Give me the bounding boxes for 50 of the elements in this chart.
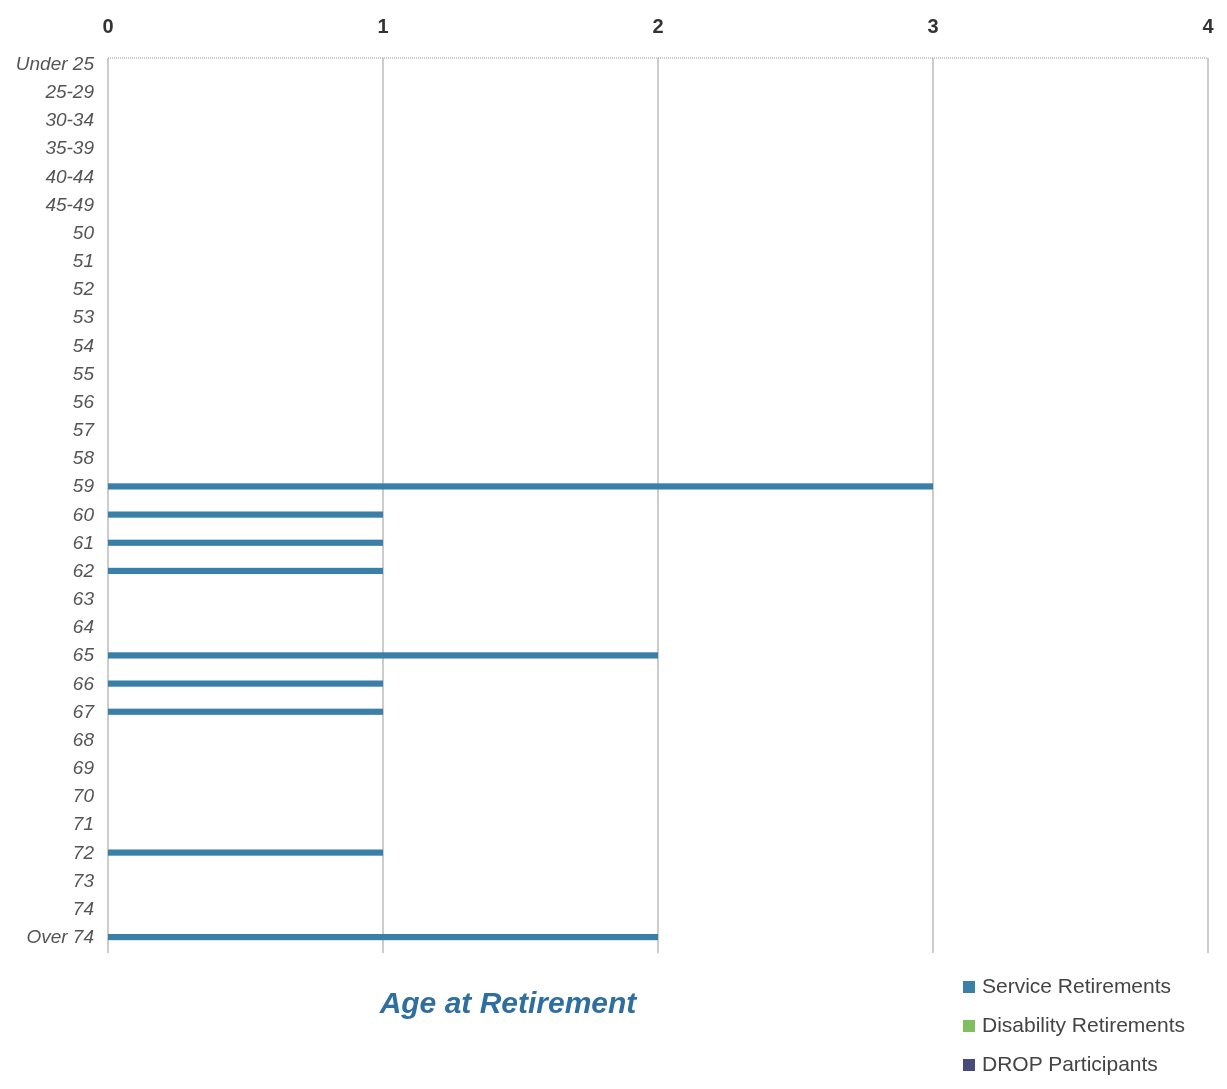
y-tick-label: 74 [72,897,94,919]
y-tick-label: 70 [72,785,95,807]
y-tick-label: 60 [72,503,95,525]
bar [108,567,383,575]
legend-label: DROP Participants [982,1052,1158,1075]
y-tick-label: 52 [72,278,95,300]
x-tick-label: 1 [377,15,389,37]
y-tick-label: 67 [72,700,96,722]
bar [108,652,658,659]
y-tick-label: 73 [72,869,95,891]
bar [108,933,658,941]
y-tick-label: 45-49 [45,193,95,215]
legend-label: Service Retirements [982,974,1172,997]
y-tick-label: Under 25 [15,52,95,74]
y-tick-label: 61 [72,531,94,553]
bar [108,708,383,715]
bar [108,511,383,518]
x-tick-label: 3 [927,15,939,37]
bar [108,849,383,856]
y-tick-label: 35-39 [45,137,95,159]
y-tick-label: 57 [72,419,96,441]
y-tick-label: 64 [72,616,94,638]
y-tick-label: 50 [72,221,95,243]
y-tick-label: 53 [72,306,95,328]
y-tick-label: 72 [72,841,95,863]
y-tick-label: 63 [72,588,95,610]
y-tick-label: 66 [72,672,95,694]
y-tick-label: 56 [72,390,95,412]
bar [108,539,383,546]
y-tick-label: 40-44 [45,165,94,187]
y-tick-label: 25-29 [44,81,95,103]
text: Age at Retirement [378,986,639,1019]
x-tick-label: 4 [1202,15,1215,37]
y-tick-label: 65 [72,644,95,666]
y-tick-label: 55 [72,362,95,384]
y-tick-label: 71 [72,813,94,835]
y-tick-label: 68 [72,728,95,750]
y-tick-label: 51 [72,250,94,272]
legend-label: Disability Retirements [982,1013,1186,1036]
x-tick-label: 2 [652,15,664,37]
y-tick-label: 54 [72,334,94,356]
bar [108,483,933,490]
y-tick-label: Over 74 [26,926,94,948]
y-tick-label: 59 [72,475,95,497]
bar [108,680,383,687]
y-tick-label: 62 [72,559,95,581]
y-tick-label: 69 [72,757,95,779]
x-tick-label: 0 [102,15,114,37]
y-tick-label: 58 [72,447,95,469]
y-tick-label: 30-34 [45,109,94,131]
